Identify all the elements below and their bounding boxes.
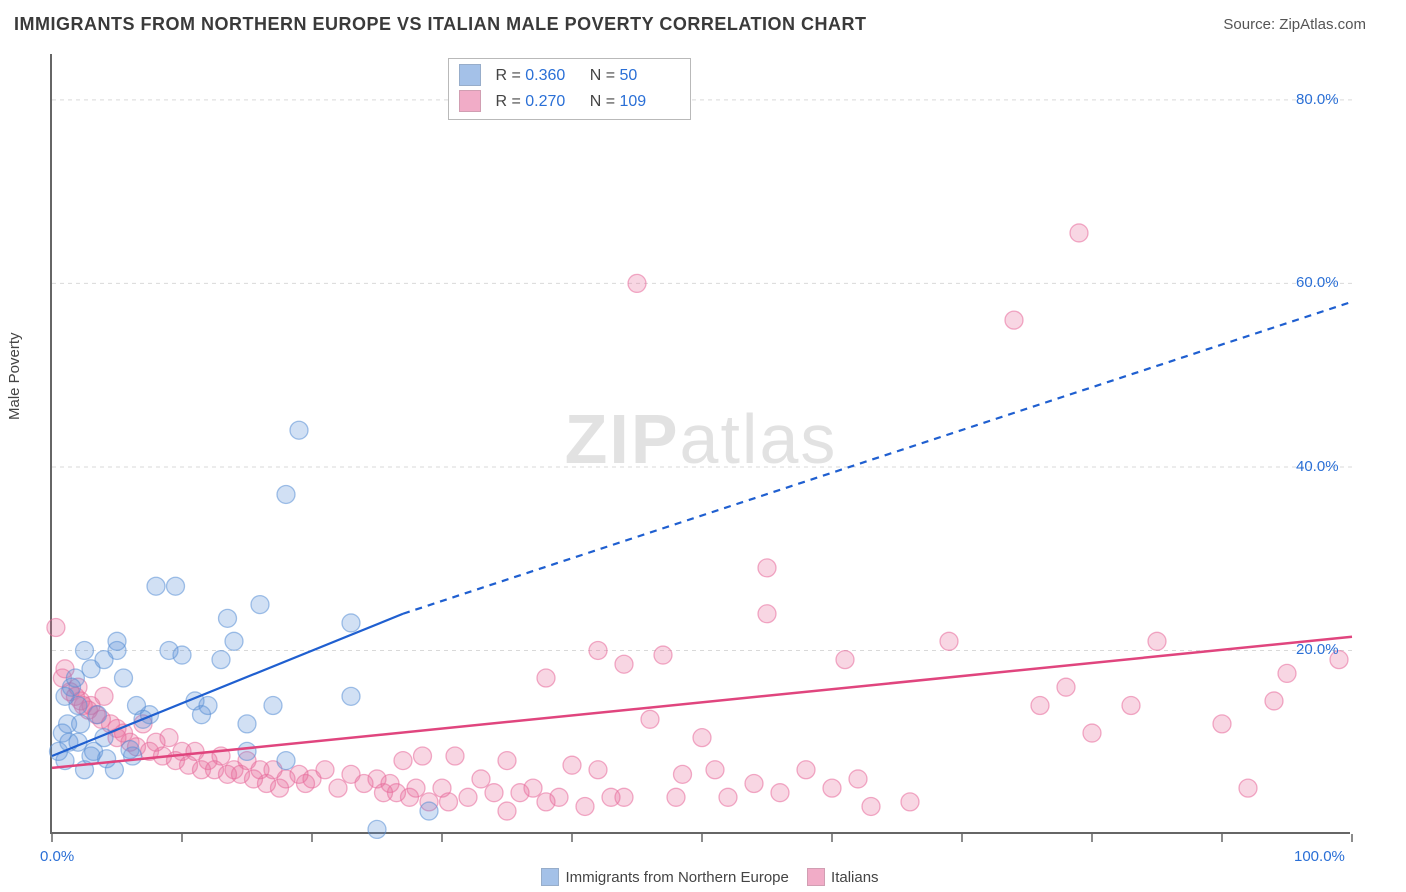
y-tick-label: 40.0% bbox=[1296, 458, 1339, 475]
y-tick-label: 80.0% bbox=[1296, 91, 1339, 108]
y-tick-label: 20.0% bbox=[1296, 641, 1339, 658]
swatch-series-a-icon bbox=[541, 868, 559, 886]
stats-legend: R = 0.360 N = 50 R = 0.270 N = 109 bbox=[448, 58, 691, 120]
stats-row-series-a: R = 0.360 N = 50 bbox=[459, 63, 680, 89]
source-attribution: Source: ZipAtlas.com bbox=[1223, 16, 1366, 33]
stats-row-series-b: R = 0.270 N = 109 bbox=[459, 89, 680, 115]
swatch-series-b bbox=[459, 90, 481, 112]
plot-area: ZIPatlas bbox=[50, 54, 1350, 834]
swatch-series-a bbox=[459, 64, 481, 86]
x-axis-legend: Immigrants from Northern Europe Italians bbox=[0, 868, 1406, 886]
y-tick-label: 60.0% bbox=[1296, 274, 1339, 291]
x-tick-min: 0.0% bbox=[40, 848, 74, 865]
x-tick-max: 100.0% bbox=[1294, 848, 1345, 865]
chart-title: IMMIGRANTS FROM NORTHERN EUROPE VS ITALI… bbox=[14, 14, 867, 35]
y-axis-label: Male Poverty bbox=[6, 332, 23, 420]
swatch-series-b-icon bbox=[807, 868, 825, 886]
